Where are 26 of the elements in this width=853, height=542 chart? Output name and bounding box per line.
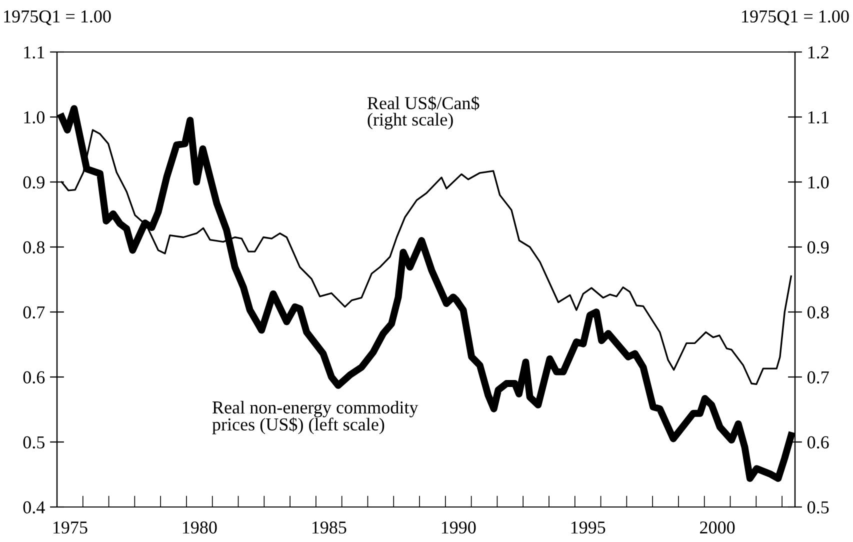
y2-tick-label: 1.1 bbox=[808, 111, 828, 124]
y2-tick-label: 1.0 bbox=[808, 176, 829, 189]
y2-tick-label: 0.5 bbox=[807, 501, 829, 514]
y-axis-title: 1975Q1 = 1.00 bbox=[4, 10, 111, 26]
y2-tick-label: 1.2 bbox=[808, 46, 828, 59]
text: Real US$/Can$ (right scale) bbox=[367, 96, 480, 130]
y2-tick-label: 0.7 bbox=[807, 371, 829, 384]
text: Real non-energy commodity prices (US$) (left scale) bbox=[212, 400, 418, 434]
y-tick-label: 0.4 bbox=[23, 501, 45, 514]
x-tick-label: 1990 bbox=[442, 521, 476, 534]
y-tick-label: 0.6 bbox=[23, 371, 45, 384]
y-tick-label: 0.9 bbox=[23, 176, 44, 189]
y2-tick-label: 0.9 bbox=[807, 241, 829, 254]
y2-axis-title: 1975Q1 = 1.00 bbox=[742, 10, 849, 26]
y-tick-label: 0.8 bbox=[23, 241, 45, 254]
x-tick-label: 1985 bbox=[312, 521, 346, 534]
x-tick-label: 2000 bbox=[700, 521, 735, 534]
y-tick-label: 1.0 bbox=[24, 111, 45, 124]
x-tick-label: 1995 bbox=[571, 521, 606, 534]
y-tick-label: 1.1 bbox=[24, 46, 44, 59]
x-tick-label: 1975 bbox=[53, 521, 88, 534]
y2-tick-label: 0.6 bbox=[807, 436, 829, 449]
x-tick-label: 1980 bbox=[182, 521, 217, 534]
y-tick-label: 0.7 bbox=[23, 306, 45, 319]
y2-tick-label: 0.8 bbox=[807, 306, 829, 319]
y-tick-label: 0.5 bbox=[23, 436, 44, 449]
